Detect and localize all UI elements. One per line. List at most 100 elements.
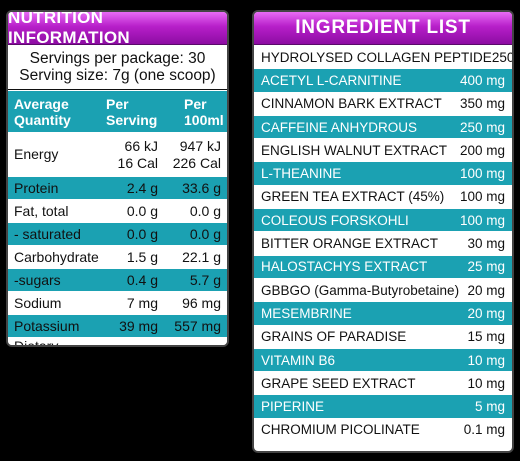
ingredient-name: ACETYL L-CARNITINE	[261, 72, 402, 88]
header-average-quantity: Average Quantity	[8, 90, 98, 133]
ingredient-dose: 30 mg	[467, 236, 505, 252]
serving-size: Serving size: 7g (one scoop)	[19, 67, 216, 84]
ingredient-list-title: INGREDIENT LIST	[254, 12, 512, 45]
energy-serving-kj: 66 kJ	[124, 137, 158, 154]
ingredient-row: GRAINS OF PARADISE 15 mg	[254, 324, 512, 348]
ingredient-row: L-THEANINE 100 mg	[254, 161, 512, 185]
header-col1-line1: Average	[14, 95, 69, 112]
ingredient-row: CAFFEINE ANHYDROUS 250 mg	[254, 114, 512, 139]
header-col2-line2: Serving	[106, 111, 158, 128]
ingredient-dose: 100 mg	[459, 189, 505, 205]
nutrition-rows: Protein 2.4 g 33.6 g Fat, total 0.0 g 0.0 g- …	[8, 176, 227, 345]
ingredient-name: HYDROLYSED COLLAGEN PEPTIDE	[261, 49, 492, 65]
nutrition-row: Potassium 39 mg 557 mg	[8, 314, 227, 338]
header-col3-line2: 100ml	[184, 111, 224, 128]
ingredient-row: HALOSTACHYS EXTRACT 25 mg	[254, 254, 512, 278]
ingredient-list-panel: INGREDIENT LIST HYDROLYSED COLLAGEN PEPT…	[252, 10, 514, 453]
ingredient-dose: 15 mg	[467, 329, 505, 345]
ingredient-row: HYDROLYSED COLLAGEN PEPTIDE2500 mg	[254, 45, 514, 69]
ingredient-row: ACETYL L-CARNITINE 400 mg	[254, 68, 512, 92]
ingredient-row: PIPERINE 5 mg	[254, 394, 512, 418]
ingredient-row: GRAPE SEED EXTRACT 10 mg	[254, 371, 512, 395]
ingredient-dose: 2500 mg	[491, 49, 514, 65]
ingredient-name: L-THEANINE	[261, 166, 342, 182]
nutrient-per-100ml: 22.1 g	[164, 245, 227, 269]
ingredient-row: ENGLISH WALNUT EXTRACT 200 mg	[254, 138, 512, 162]
nutrition-row-energy: Energy 66 kJ 16 Cal 947 kJ 226 Cal	[8, 132, 227, 177]
ingredient-row: BITTER ORANGE EXTRACT 30 mg	[254, 231, 512, 255]
ingredient-dose: 10 mg	[467, 352, 505, 368]
ingredient-row: COLEOUS FORSKOHLI 100 mg	[254, 208, 512, 232]
ingredient-dose: 200 mg	[459, 142, 505, 158]
nutrition-row: - saturated 0.0 g 0.0 g	[8, 222, 227, 246]
nutrient-per-serving: 7 mg	[98, 291, 164, 315]
energy-per-100ml: 947 kJ 226 Cal	[164, 132, 227, 177]
ingredient-name: BITTER ORANGE EXTRACT	[261, 236, 439, 252]
energy-per100-cal: 226 Cal	[172, 154, 221, 171]
nutrient-per-serving: 2.4 g	[98, 176, 164, 200]
nutrient-label: Dietary Fibre	[8, 337, 98, 345]
nutrition-row: Carbohydrate 1.5 g 22.1 g	[8, 245, 227, 269]
nutrient-label: Fat, total	[8, 199, 98, 223]
nutrient-per-100ml: 0.0 g	[164, 199, 227, 223]
nutrition-information-title: NUTRITION INFORMATION	[8, 12, 227, 47]
energy-per-serving: 66 kJ 16 Cal	[98, 132, 164, 177]
nutrient-per-100ml: 0.3 g	[164, 337, 227, 345]
ingredient-name: GBBGO (Gamma-Butyrobetaine)	[261, 282, 460, 298]
ingredient-name: MESEMBRINE	[261, 305, 352, 321]
nutrition-row: Protein 2.4 g 33.6 g	[8, 176, 227, 200]
ingredient-name: HALOSTACHYS EXTRACT	[261, 259, 428, 275]
nutrient-per-serving: 0.0 g	[98, 222, 164, 246]
ingredient-name: VITAMIN B6	[261, 352, 336, 368]
ingredient-name: CAFFEINE ANHYDROUS	[261, 119, 418, 135]
ingredient-name: CHROMIUM PICOLINATE	[261, 422, 420, 438]
nutrient-per-100ml: 557 mg	[164, 314, 227, 338]
nutrient-per-100ml: 5.7 g	[164, 268, 227, 292]
ingredient-dose: 100 mg	[459, 166, 505, 182]
nutrition-row: -sugars 0.4 g 5.7 g	[8, 268, 227, 292]
ingredient-row: CINNAMON BARK EXTRACT 350 mg	[254, 91, 512, 115]
ingredient-dose: 250 mg	[459, 119, 505, 135]
header-col3-line1: Per	[184, 95, 207, 112]
ingredient-row: MESEMBRINE 20 mg	[254, 301, 512, 325]
nutrition-table-header: Average Quantity Per Serving Per 100ml	[8, 90, 227, 133]
nutrient-per-serving: 0 g	[98, 337, 164, 345]
header-col1-line2: Quantity	[14, 111, 71, 128]
nutrition-table: Average Quantity Per Serving Per 100ml E…	[8, 90, 227, 345]
ingredient-name: GRAINS OF PARADISE	[261, 329, 407, 345]
nutrient-label: Protein	[8, 176, 98, 200]
nutrient-per-serving: 1.5 g	[98, 245, 164, 269]
nutrition-row: Dietary Fibre0 g0.3 g	[8, 337, 227, 345]
nutrient-per-serving: 0.0 g	[98, 199, 164, 223]
energy-serving-cal: 16 Cal	[117, 154, 158, 171]
nutrient-per-100ml: 96 mg	[164, 291, 227, 315]
ingredient-name: PIPERINE	[261, 399, 325, 415]
ingredient-row: CHROMIUM PICOLINATE 0.1 mg	[254, 417, 512, 442]
nutrient-per-100ml: 0.0 g	[164, 222, 227, 246]
ingredient-name: CINNAMON BARK EXTRACT	[261, 96, 442, 112]
ingredient-dose: 100 mg	[459, 212, 505, 228]
nutrition-row: Sodium 7 mg 96 mg	[8, 291, 227, 315]
ingredient-name: ENGLISH WALNUT EXTRACT	[261, 142, 448, 158]
ingredient-dose: 10 mg	[467, 375, 505, 391]
header-per-100ml: Per 100ml	[164, 90, 227, 133]
ingredient-dose: 0.1 mg	[463, 422, 505, 438]
nutrient-label: -sugars	[8, 268, 98, 292]
nutrient-label: Carbohydrate	[8, 245, 99, 269]
ingredient-name: GRAPE SEED EXTRACT	[261, 375, 416, 391]
nutrition-row: Fat, total 0.0 g 0.0 g	[8, 199, 227, 223]
ingredient-dose: 20 mg	[467, 282, 505, 298]
ingredient-name: COLEOUS FORSKOHLI	[261, 212, 409, 228]
ingredient-list: HYDROLYSED COLLAGEN PEPTIDE2500 mgACETYL…	[254, 45, 514, 442]
ingredient-name: GREEN TEA EXTRACT (45%)	[261, 189, 445, 205]
ingredient-dose: 350 mg	[459, 96, 505, 112]
ingredient-row: VITAMIN B6 10 mg	[254, 347, 512, 372]
ingredient-row: GREEN TEA EXTRACT (45%) 100 mg	[254, 184, 512, 209]
ingredient-row: GBBGO (Gamma-Butyrobetaine) 20 mg	[254, 277, 512, 302]
nutrient-per-serving: 39 mg	[98, 314, 164, 338]
ingredient-dose: 25 mg	[467, 259, 505, 275]
nutrient-label: Potassium	[8, 314, 98, 338]
nutrient-per-100ml: 33.6 g	[164, 176, 227, 200]
nutrient-per-serving: 0.4 g	[98, 268, 164, 292]
ingredient-dose: 5 mg	[474, 399, 505, 415]
